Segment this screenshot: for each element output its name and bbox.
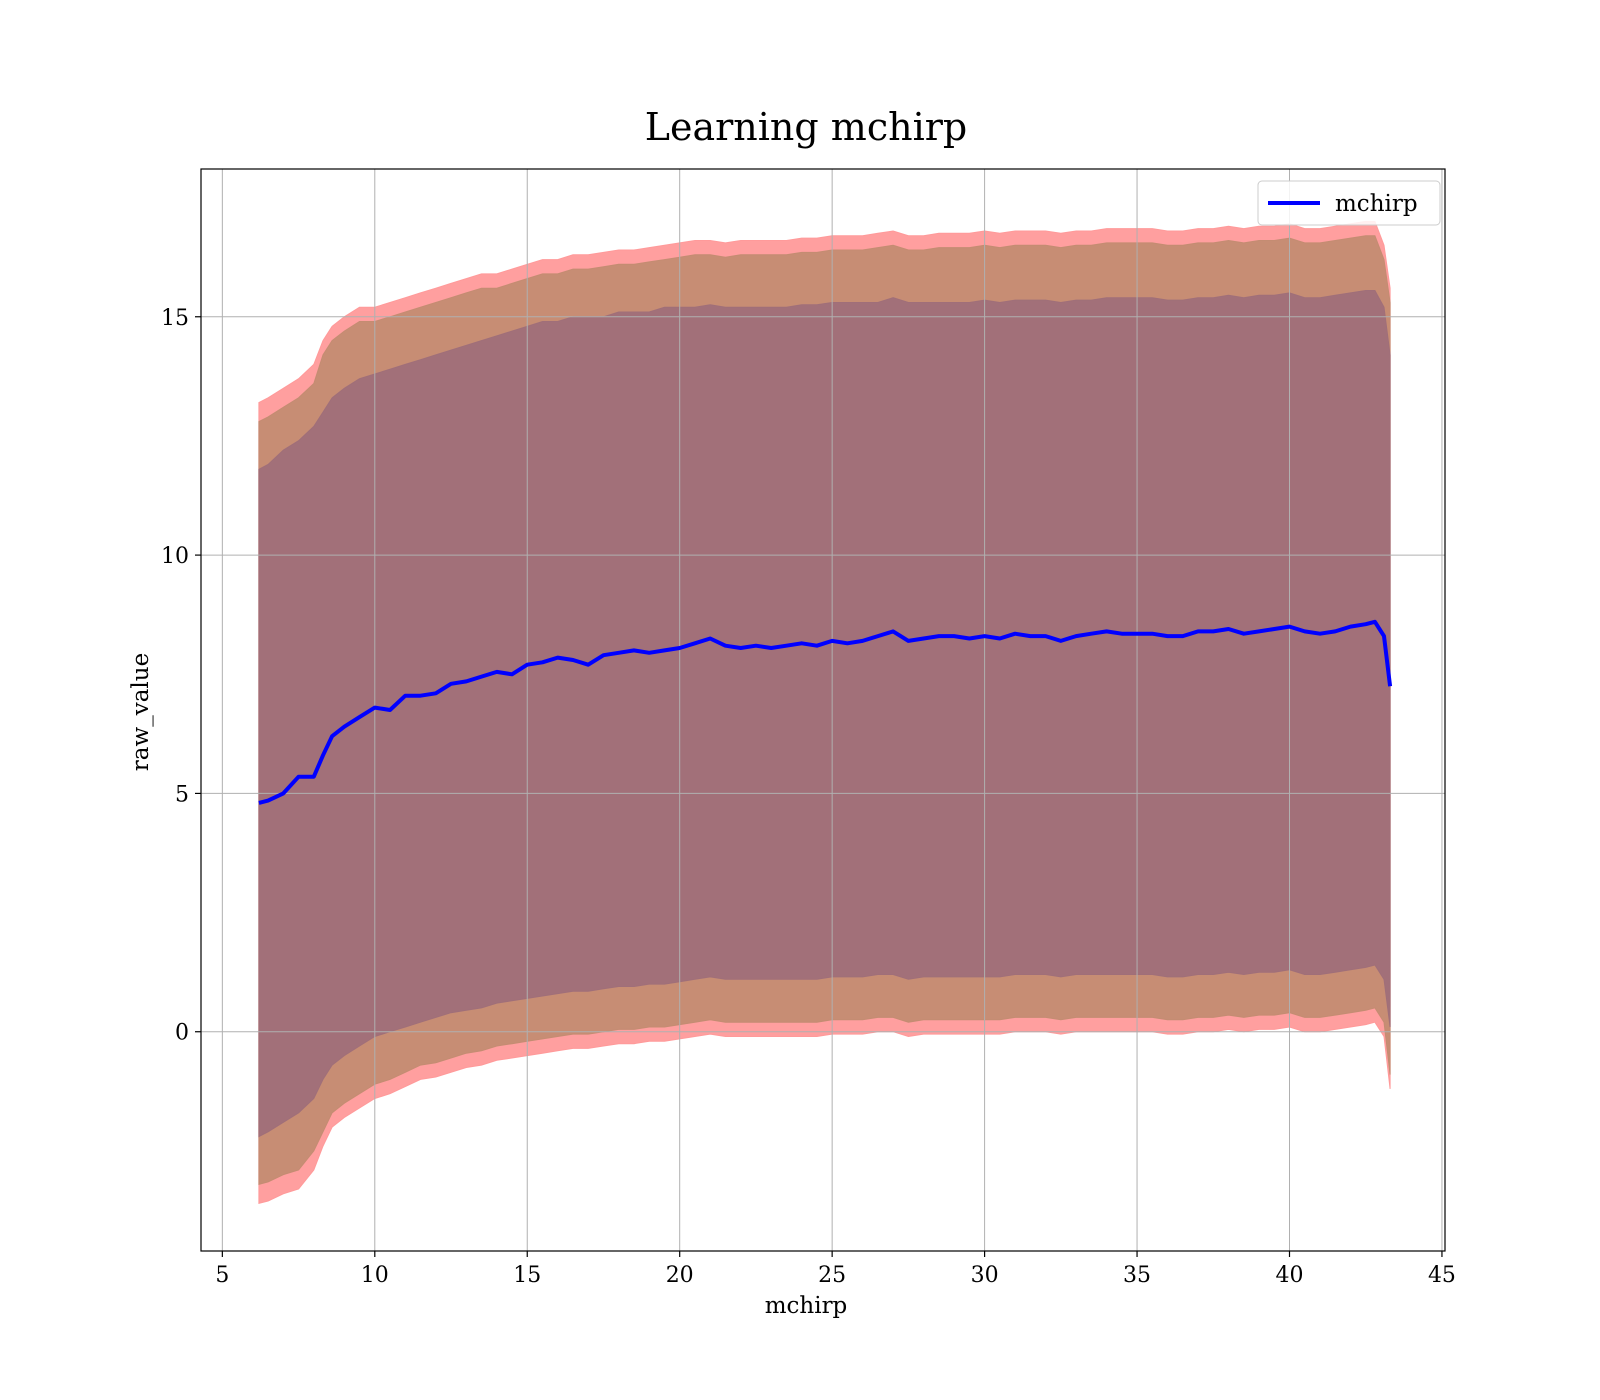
x-tick-label: 15	[513, 1263, 541, 1288]
legend-label-mchirp: mchirp	[1335, 191, 1418, 217]
y-tick-label: 0	[175, 1021, 189, 1046]
y-tick-label: 10	[161, 544, 189, 569]
x-tick-label: 40	[1276, 1263, 1304, 1288]
plot-area	[200, 168, 1446, 1252]
series-lines	[258, 619, 1393, 805]
grid	[201, 169, 1445, 1251]
y-axis-label: raw_value	[128, 653, 154, 771]
y-tick-label: 5	[175, 782, 189, 807]
x-tick-label: 45	[1428, 1263, 1456, 1288]
x-axis-label: mchirp	[765, 1293, 848, 1319]
x-tick-label: 10	[361, 1263, 389, 1288]
legend-box	[1257, 180, 1441, 226]
x-tick-label: 5	[215, 1263, 229, 1288]
x-tick-label: 20	[666, 1263, 694, 1288]
series-line-mchirp	[258, 619, 1393, 805]
plot-frame	[200, 168, 1446, 1252]
x-tick-label: 35	[1123, 1263, 1151, 1288]
x-tick-label: 30	[971, 1263, 999, 1288]
chart-title: Learning mchirp	[645, 105, 967, 149]
confidence-bands	[258, 220, 1391, 1204]
y-tick-label: 15	[161, 306, 189, 331]
x-axis-ticks: 5 10 15 20 25 30 35 40 45	[215, 1251, 1456, 1288]
y-axis-ticks: 0 5 10 15	[161, 306, 201, 1046]
band-2	[258, 290, 1391, 1138]
x-tick-label: 25	[818, 1263, 846, 1288]
legend: mchirp	[1257, 180, 1441, 226]
